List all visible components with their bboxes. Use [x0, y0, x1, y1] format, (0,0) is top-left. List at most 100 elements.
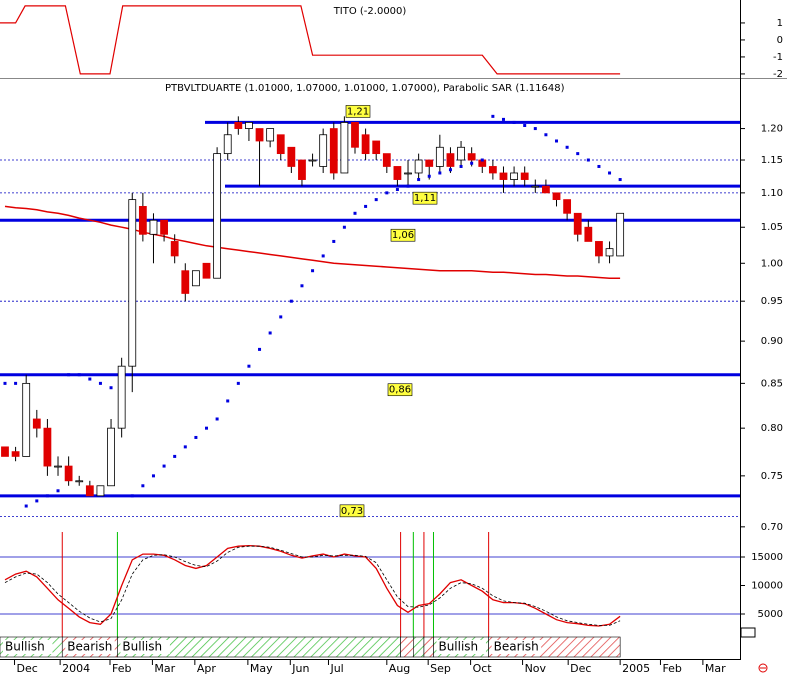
candle-body — [542, 185, 550, 194]
candle-body — [223, 134, 232, 155]
candle-body — [1, 446, 9, 457]
y-tick-label: 0.85 — [761, 378, 783, 389]
y-tick-label: 0.70 — [761, 522, 783, 533]
indicator-line — [0, 5, 621, 75]
candle-body — [234, 122, 243, 129]
sar-dot — [417, 178, 421, 182]
trend-label-bg — [120, 640, 170, 654]
trend-segment — [413, 636, 425, 658]
sar-dot — [459, 164, 463, 168]
x-tick-label: May — [250, 662, 273, 675]
candle-body — [255, 128, 264, 142]
candle-body — [435, 146, 444, 167]
sar-dot — [576, 152, 580, 156]
sar-dot — [205, 426, 209, 430]
candle-body — [22, 382, 31, 457]
sar-dot — [385, 191, 389, 195]
sar-dot — [512, 120, 516, 124]
y-tick-label: 1.00 — [761, 258, 783, 269]
y-tick-label: 0 — [777, 35, 783, 46]
x-tick-label: Sep — [430, 662, 451, 675]
sar-dot — [247, 364, 251, 368]
trend-label-bg — [65, 640, 115, 654]
sar-dot — [597, 164, 601, 168]
candle-body — [329, 128, 338, 174]
y-tick-label: 1.10 — [761, 188, 783, 199]
sar-dot — [480, 158, 484, 162]
candle-body — [382, 153, 391, 167]
sar-dot — [438, 171, 442, 175]
sar-dot — [162, 464, 166, 468]
candle-body — [64, 465, 73, 482]
candle-body — [298, 159, 306, 180]
level-label-box — [387, 383, 413, 397]
candle-body — [54, 465, 62, 468]
sar-dot — [141, 484, 145, 488]
x-tick-label: Oct — [473, 662, 493, 675]
candle-body — [96, 485, 105, 497]
level-label: 0,73 — [341, 506, 363, 517]
candle-body — [488, 166, 497, 174]
level-label-box — [412, 191, 438, 205]
candle-body — [425, 159, 434, 167]
y-tick-label: 1 — [777, 18, 783, 29]
candle-body — [446, 153, 455, 167]
candle-body — [531, 185, 540, 188]
sar-dot — [501, 117, 505, 121]
x-tick-label: Mar — [154, 662, 175, 675]
level-label-box — [339, 504, 365, 518]
candle-body — [404, 172, 412, 175]
y-tick-label: 10000 — [751, 580, 783, 591]
trend-label-bg — [3, 640, 53, 654]
x-tick-label: Dec — [17, 662, 38, 675]
sar-dot — [215, 417, 219, 421]
x-tick-label: Jun — [291, 662, 309, 675]
candle-body — [245, 122, 253, 129]
trend-label: Bullish — [122, 640, 162, 654]
trend-label-bg — [436, 640, 486, 654]
trend-segment — [400, 636, 414, 658]
candle-body — [43, 427, 52, 467]
sar-dot — [555, 139, 559, 143]
sar-dot — [67, 373, 71, 377]
candle-body — [393, 166, 402, 180]
candle-body — [595, 241, 603, 257]
panel-title: PTBVLTDUARTE (1.01000, 1.07000, 1.01000,… — [165, 83, 565, 94]
sar-dot — [88, 377, 92, 381]
sar-dot — [565, 145, 569, 149]
trend-segment — [423, 636, 434, 658]
y-tick-label: -2 — [773, 69, 783, 80]
y-tick-label: 0.80 — [761, 423, 783, 434]
candle-body — [372, 140, 381, 155]
sar-dot — [279, 315, 283, 319]
candle-body — [170, 241, 179, 257]
x-tick-label: 2004 — [62, 662, 90, 675]
sar-dot — [491, 114, 495, 118]
status-icon — [758, 663, 768, 673]
candle-body — [520, 172, 529, 180]
candle-body — [117, 365, 126, 429]
candle-body — [11, 451, 20, 457]
candle-body — [138, 206, 147, 235]
oscillator-line — [4, 545, 621, 626]
candle-body — [202, 262, 211, 279]
trend-label: Bullish — [438, 640, 478, 654]
candle-body — [276, 134, 285, 155]
sar-dot — [342, 225, 346, 229]
level-label-box — [345, 105, 371, 118]
candle-body — [457, 146, 465, 161]
candle-body — [213, 153, 222, 279]
sar-dot — [364, 204, 368, 208]
y-tick-label: 1.20 — [761, 124, 783, 135]
sar-dot — [45, 494, 49, 498]
sar-dot — [374, 198, 378, 202]
sar-dot — [523, 123, 527, 127]
y-tick-label: 15000 — [751, 552, 783, 563]
sar-dot — [544, 133, 548, 137]
candle-body — [605, 248, 614, 257]
candle-body — [266, 128, 275, 142]
candle-body — [107, 427, 115, 487]
candle-body — [149, 219, 158, 235]
sar-dot — [289, 299, 293, 303]
